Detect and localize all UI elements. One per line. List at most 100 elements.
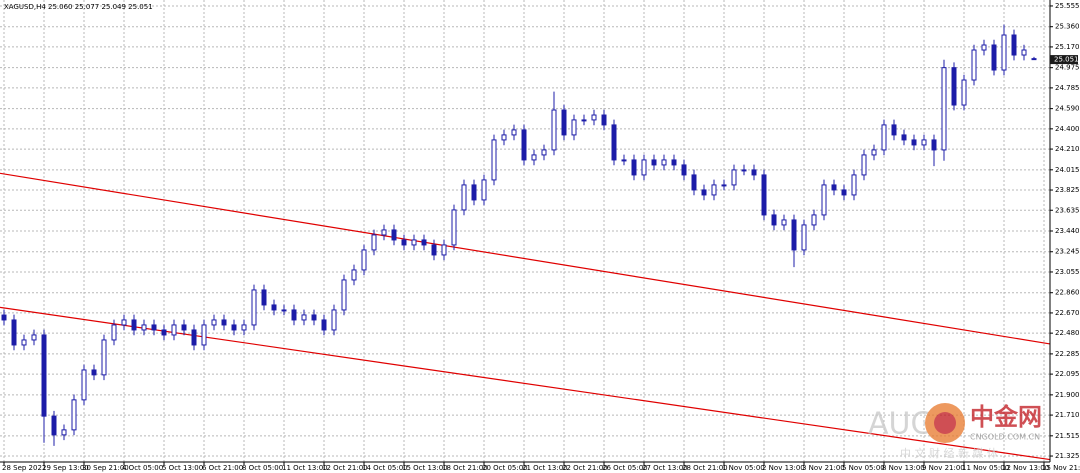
- candle-body: [151, 324, 157, 331]
- candle-body: [441, 244, 447, 256]
- candle-body: [171, 324, 177, 336]
- candle-body: [721, 184, 727, 187]
- y-tick-label: 23.245: [1055, 248, 1080, 256]
- grid: [0, 0, 1050, 462]
- x-tick-label: 28 Oct 21:00: [682, 464, 728, 472]
- candle-body: [231, 324, 237, 331]
- y-tick-label: 23.440: [1055, 227, 1080, 235]
- chart-title: XAGUSD,H4 25.060 25.077 25.049 25.051: [4, 3, 153, 11]
- y-tick-label: 23.635: [1055, 206, 1080, 214]
- x-tick-label: 8 Oct 05:00: [242, 464, 283, 472]
- candle-body: [841, 189, 847, 196]
- watermark: AUG 中金网 CNGOLD.COM.CN 中 文 财 经 新 媒 体: [868, 403, 1042, 460]
- candle-body: [301, 314, 307, 321]
- candle-body: [251, 289, 257, 326]
- y-tick-label: 24.590: [1055, 105, 1080, 113]
- y-tick-label: 24.785: [1055, 84, 1080, 92]
- candle-body: [921, 139, 927, 146]
- x-tick-label: 27 Oct 13:00: [642, 464, 688, 472]
- x-tick-label: 11 Oct 13:00: [282, 464, 328, 472]
- candle-body: [931, 139, 937, 151]
- candle-body: [61, 429, 67, 436]
- candle-body: [991, 44, 997, 71]
- candles: [1, 24, 1037, 446]
- candle-body: [781, 219, 787, 226]
- x-tick-label: 28 Sep 2021: [2, 464, 46, 472]
- candle-body: [651, 159, 657, 166]
- candle-body: [1021, 49, 1027, 56]
- x-tick-label: 9 Nov 21:00: [922, 464, 965, 472]
- x-tick-label: 2 Nov 13:00: [762, 464, 805, 472]
- y-tick-label: 22.670: [1055, 309, 1080, 317]
- x-tick-label: 26 Oct 05:00: [602, 464, 648, 472]
- candle-body: [421, 239, 427, 246]
- y-tick-label: 21.325: [1055, 452, 1080, 460]
- candle-body: [271, 304, 277, 311]
- candle-body: [731, 169, 737, 186]
- candle-body: [681, 164, 687, 176]
- candle-body: [711, 184, 717, 196]
- candle-body: [761, 174, 767, 216]
- candle-body: [21, 339, 27, 346]
- trendline: [0, 172, 1051, 345]
- y-tick-label: 22.095: [1055, 370, 1080, 378]
- candle-body: [121, 319, 127, 326]
- y-tick-label: 21.900: [1055, 391, 1080, 399]
- candle-body: [41, 334, 47, 417]
- x-tick-label: 5 Oct 13:00: [162, 464, 203, 472]
- candle-body: [281, 309, 287, 312]
- x-tick-label: 14 Oct 05:00: [362, 464, 408, 472]
- candle-body: [611, 124, 617, 161]
- candle-body: [161, 329, 167, 336]
- candle-body: [971, 49, 977, 81]
- candle-body: [331, 309, 337, 331]
- candle-body: [181, 324, 187, 331]
- candle-body: [81, 369, 87, 401]
- candle-body: [621, 159, 627, 162]
- candle-body: [851, 174, 857, 196]
- candle-body: [381, 229, 387, 236]
- x-tick-label: 18 Oct 21:00: [442, 464, 488, 472]
- candle-body: [511, 129, 517, 136]
- x-tick-label: 20 Oct 05:00: [482, 464, 528, 472]
- price-tag: [1050, 55, 1078, 65]
- candle-body: [771, 214, 777, 226]
- x-tick-label: 22 Oct 21:00: [562, 464, 608, 472]
- candle-body: [411, 239, 417, 246]
- candle-body: [941, 67, 947, 151]
- candle-body: [881, 124, 887, 151]
- candle-body: [341, 279, 347, 311]
- candle-body: [871, 149, 877, 156]
- candle-body: [981, 44, 987, 51]
- candle-body: [531, 154, 537, 161]
- candle-body: [131, 319, 137, 331]
- x-tick-label: 15 Nov 21:00: [1042, 464, 1080, 472]
- candle-body: [1001, 34, 1007, 71]
- x-tick-label: 1 Nov 05:00: [722, 464, 765, 472]
- x-tick-label: 12 Nov 13:00: [1002, 464, 1049, 472]
- candle-body: [891, 124, 897, 136]
- candle-body: [501, 134, 507, 141]
- price-tag-label: 25.051: [1054, 56, 1079, 64]
- x-tick-label: 30 Sep 21:00: [82, 464, 129, 472]
- candle-body: [791, 219, 797, 251]
- candle-body: [191, 329, 197, 346]
- candle-body: [571, 119, 577, 136]
- y-tick-label: 25.170: [1055, 43, 1080, 51]
- candle-body: [701, 189, 707, 196]
- y-tick-label: 22.860: [1055, 289, 1080, 297]
- y-tick-label: 21.710: [1055, 411, 1080, 419]
- candle-body: [601, 114, 607, 126]
- candle-body: [541, 149, 547, 156]
- candle-body: [961, 79, 967, 106]
- candle-body: [451, 209, 457, 246]
- watermark-name: 中金网: [970, 403, 1042, 431]
- y-tick-label: 24.975: [1055, 64, 1080, 72]
- candle-body: [521, 129, 527, 161]
- logo-inner: [934, 412, 956, 434]
- y-tick-label: 24.015: [1055, 166, 1080, 174]
- candle-body: [491, 139, 497, 181]
- candle-body: [261, 289, 267, 306]
